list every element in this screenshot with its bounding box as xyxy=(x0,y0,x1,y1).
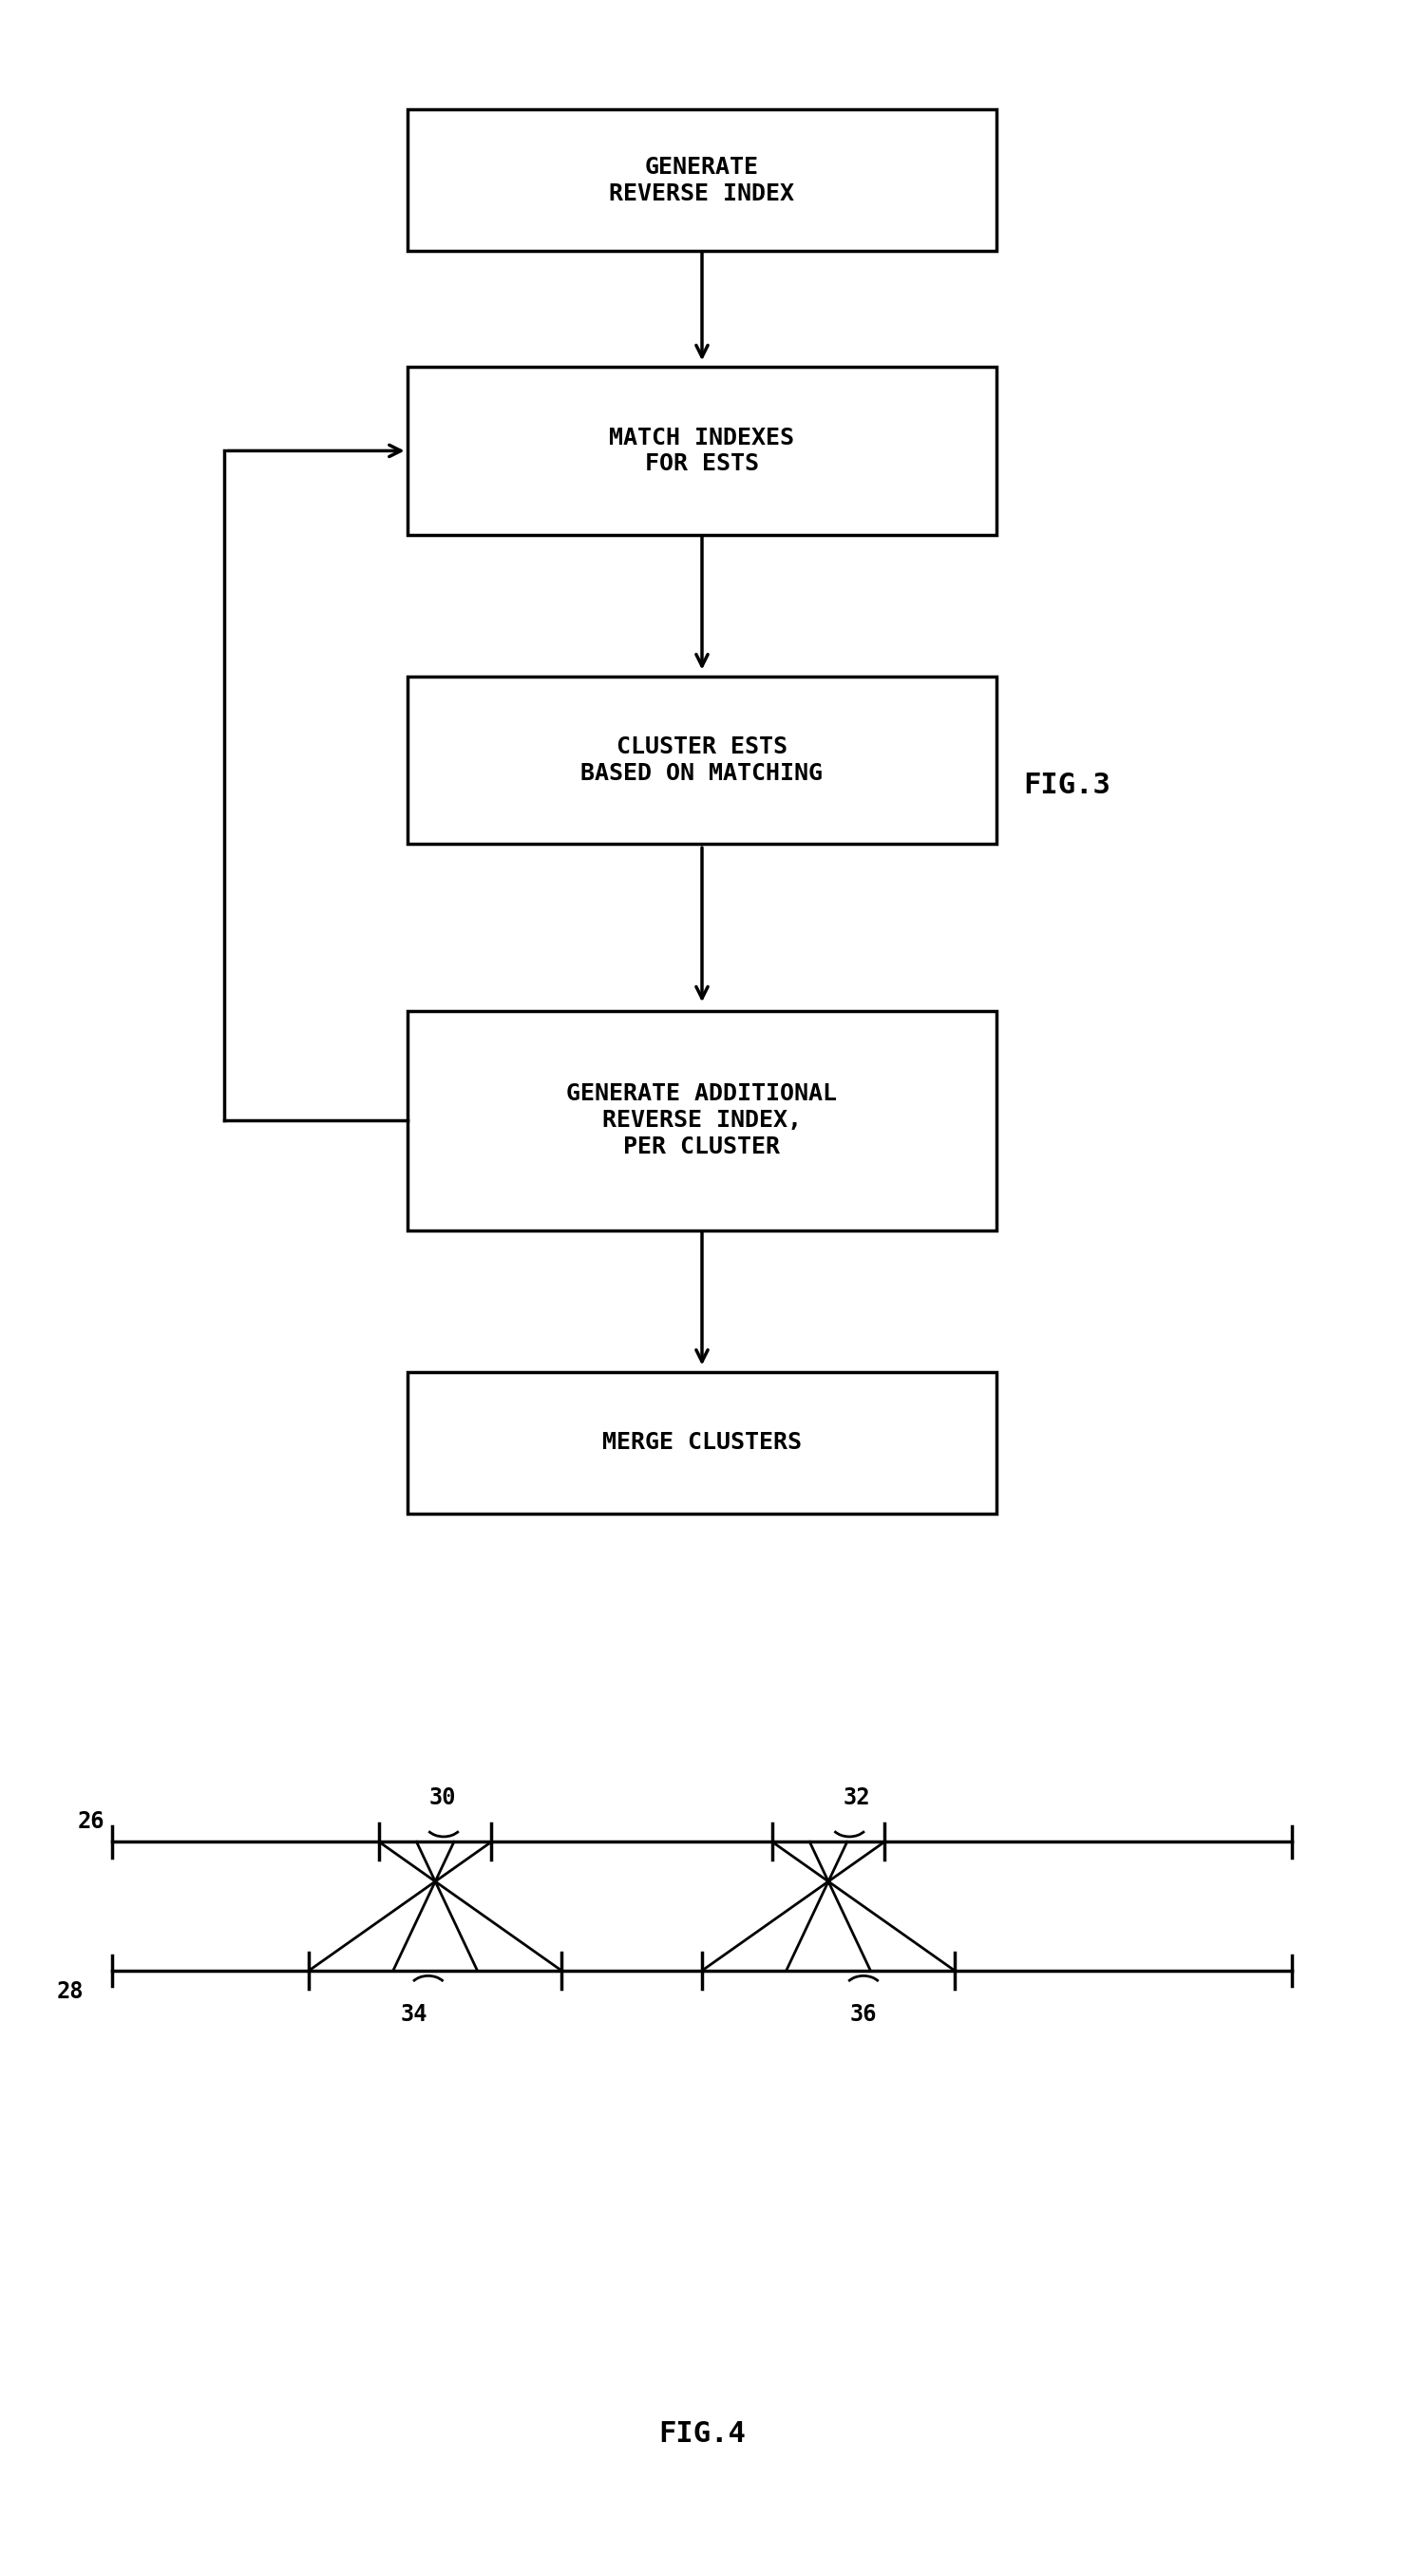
FancyBboxPatch shape xyxy=(407,1370,997,1515)
Text: FIG.4: FIG.4 xyxy=(658,2421,746,2447)
Text: CLUSTER ESTS
BASED ON MATCHING: CLUSTER ESTS BASED ON MATCHING xyxy=(581,734,823,786)
Text: GENERATE
REVERSE INDEX: GENERATE REVERSE INDEX xyxy=(609,155,795,206)
Text: 26: 26 xyxy=(77,1811,105,1832)
Text: 32: 32 xyxy=(842,1788,870,1808)
Text: 36: 36 xyxy=(849,2004,878,2025)
Text: 30: 30 xyxy=(428,1788,456,1808)
Text: MERGE CLUSTERS: MERGE CLUSTERS xyxy=(602,1432,802,1453)
Text: GENERATE ADDITIONAL
REVERSE INDEX,
PER CLUSTER: GENERATE ADDITIONAL REVERSE INDEX, PER C… xyxy=(567,1082,837,1159)
Text: 34: 34 xyxy=(400,2004,428,2025)
FancyBboxPatch shape xyxy=(407,366,997,536)
Text: FIG.3: FIG.3 xyxy=(1024,773,1111,799)
FancyBboxPatch shape xyxy=(407,108,997,250)
FancyBboxPatch shape xyxy=(407,675,997,842)
Text: MATCH INDEXES
FOR ESTS: MATCH INDEXES FOR ESTS xyxy=(609,425,795,477)
FancyBboxPatch shape xyxy=(407,1010,997,1231)
Text: 28: 28 xyxy=(56,1981,84,2002)
